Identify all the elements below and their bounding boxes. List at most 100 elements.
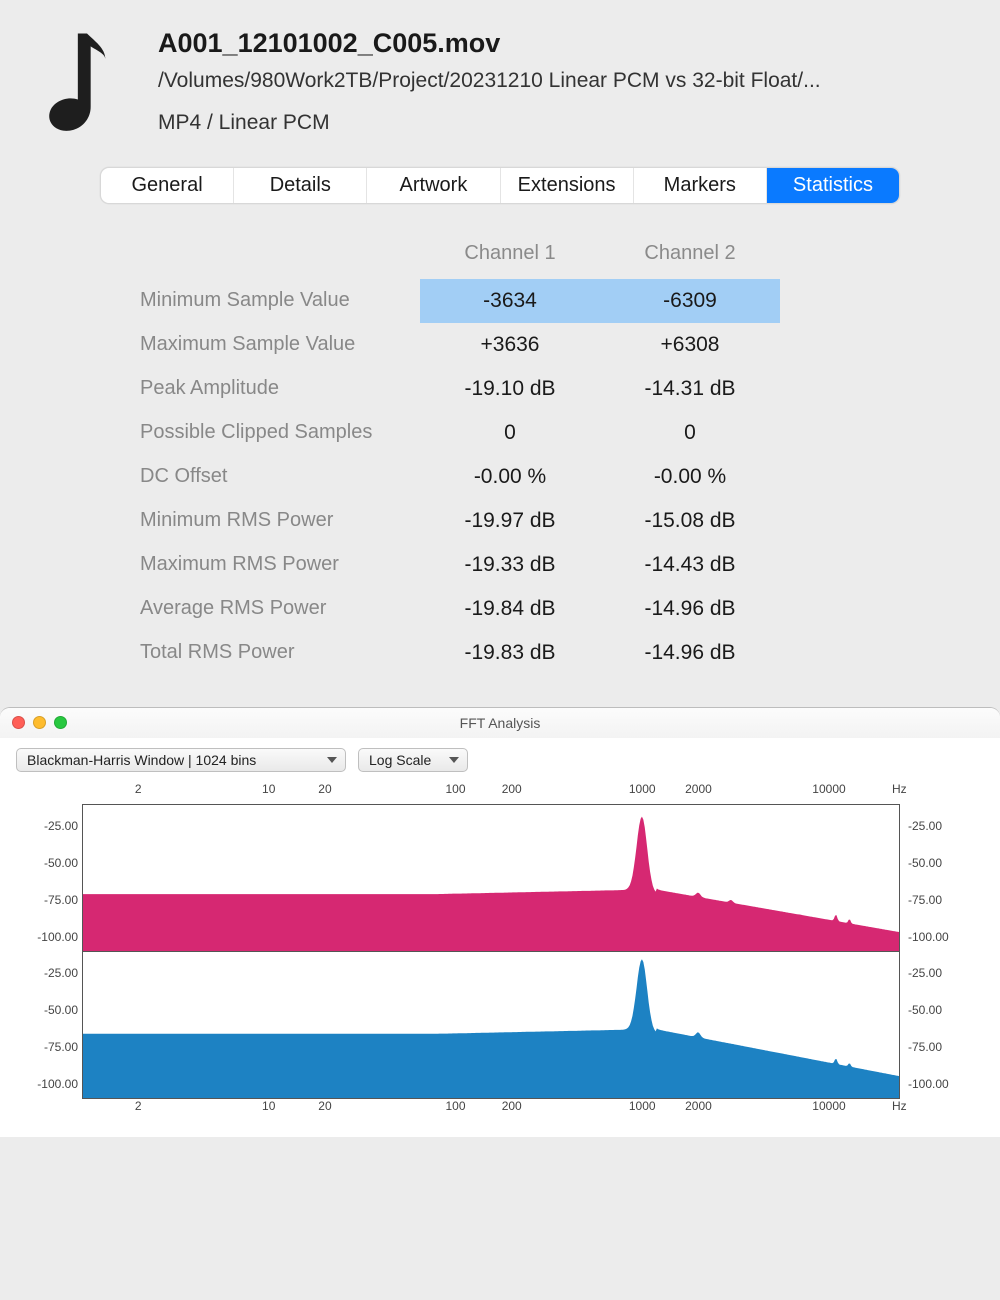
y-tick-label: -75.00 xyxy=(900,893,958,907)
y-tick-label: -50.00 xyxy=(900,1003,958,1017)
stats-row-label: DC Offset xyxy=(140,455,420,499)
stats-cell: -14.96 dB xyxy=(600,631,780,675)
y-tick-label: -50.00 xyxy=(900,856,958,870)
stats-cell: +6308 xyxy=(600,323,780,367)
music-note-icon xyxy=(28,28,138,143)
stats-row-label: Average RMS Power xyxy=(140,587,420,631)
y-tick-label: -100.00 xyxy=(900,930,958,944)
zoom-icon[interactable] xyxy=(54,716,67,729)
y-tick-label: -50.00 xyxy=(20,1003,78,1017)
stats-row-label: Minimum Sample Value xyxy=(140,279,420,323)
x-tick-label: 2000 xyxy=(685,782,712,796)
fft-scale-dropdown[interactable]: Log Scale xyxy=(358,748,468,772)
spectrum-svg xyxy=(83,805,899,951)
window-title: FFT Analysis xyxy=(0,708,1000,738)
x-tick-label: 2 xyxy=(135,782,142,796)
fft-window-dropdown-label: Blackman-Harris Window | 1024 bins xyxy=(27,752,256,768)
stats-cell: -15.08 dB xyxy=(600,499,780,543)
x-tick-label: 100 xyxy=(445,782,465,796)
fft-analysis-window: FFT Analysis Blackman-Harris Window | 10… xyxy=(0,707,1000,1137)
tab-extensions[interactable]: Extensions xyxy=(501,168,634,203)
fft-x-axis-top: 210201002001000200010000Hz xyxy=(82,782,900,804)
fft-y-axis-right: -25.00 -50.00 -75.00 -100.00 xyxy=(900,804,962,952)
fft-chart-channel-2 xyxy=(82,951,900,1099)
stats-row-label: Maximum Sample Value xyxy=(140,323,420,367)
x-tick-label: 10 xyxy=(262,1099,275,1113)
spectrum-svg xyxy=(83,952,899,1098)
tabs: GeneralDetailsArtworkExtensionsMarkersSt… xyxy=(100,167,900,204)
file-info-header: A001_12101002_C005.mov /Volumes/980Work2… xyxy=(0,0,1000,155)
stats-cell: -14.96 dB xyxy=(600,587,780,631)
y-tick-label: -25.00 xyxy=(20,819,78,833)
chevron-down-icon xyxy=(449,757,459,763)
file-title: A001_12101002_C005.mov xyxy=(158,28,980,59)
minimize-icon[interactable] xyxy=(33,716,46,729)
fft-x-axis-bottom: 210201002001000200010000Hz xyxy=(82,1099,900,1121)
stats-cell: -19.83 dB xyxy=(420,631,600,675)
x-tick-label: 2 xyxy=(135,1099,142,1113)
chevron-down-icon xyxy=(327,757,337,763)
close-icon[interactable] xyxy=(12,716,25,729)
stats-cell: +3636 xyxy=(420,323,600,367)
x-tick-label: 10000 xyxy=(812,782,845,796)
x-tick-label: 20 xyxy=(318,1099,331,1113)
fft-y-axis-right: -25.00-50.00-75.00-100.00 xyxy=(900,951,962,1099)
y-tick-label: -75.00 xyxy=(900,1040,958,1054)
stats-row-label: Maximum RMS Power xyxy=(140,543,420,587)
window-titlebar: FFT Analysis xyxy=(0,708,1000,738)
fft-y-axis-left: -25.00-50.00-75.00-100.00 xyxy=(20,951,82,1099)
file-path: /Volumes/980Work2TB/Project/20231210 Lin… xyxy=(158,69,980,93)
stats-cell: 0 xyxy=(600,411,780,455)
fft-toolbar: Blackman-Harris Window | 1024 bins Log S… xyxy=(0,738,1000,782)
stats-cell: 0 xyxy=(420,411,600,455)
x-tick-label: 10 xyxy=(262,782,275,796)
stats-cell: -19.84 dB xyxy=(420,587,600,631)
x-tick-label: 100 xyxy=(445,1099,465,1113)
stats-column-header: Channel 2 xyxy=(600,234,780,279)
statistics-panel: Channel 1Channel 2 Minimum Sample Value-3… xyxy=(0,206,1000,703)
y-tick-label: -25.00 xyxy=(900,819,958,833)
fft-chart-channel-1 xyxy=(82,804,900,952)
x-tick-label: 10000 xyxy=(812,1099,845,1113)
y-tick-label: -25.00 xyxy=(20,966,78,980)
fft-y-axis-left: -25.00 -50.00 -75.00 -100.00 xyxy=(20,804,82,952)
tabs-container: GeneralDetailsArtworkExtensionsMarkersSt… xyxy=(0,155,1000,206)
stats-cell: -19.10 dB xyxy=(420,367,600,411)
stats-corner xyxy=(140,234,420,279)
x-tick-label: 20 xyxy=(318,782,331,796)
fft-scale-dropdown-label: Log Scale xyxy=(369,752,431,768)
x-unit-label: Hz xyxy=(892,1099,907,1113)
window-traffic-lights[interactable] xyxy=(12,716,67,729)
stats-cell: -14.43 dB xyxy=(600,543,780,587)
y-tick-label: -50.00 xyxy=(20,856,78,870)
tab-statistics[interactable]: Statistics xyxy=(767,168,899,203)
x-tick-label: 1000 xyxy=(629,782,656,796)
x-unit-label: Hz xyxy=(892,782,907,796)
stats-cell: -19.33 dB xyxy=(420,543,600,587)
x-tick-label: 200 xyxy=(502,782,522,796)
stats-cell: -19.97 dB xyxy=(420,499,600,543)
x-tick-label: 1000 xyxy=(629,1099,656,1113)
stats-column-header: Channel 1 xyxy=(420,234,600,279)
tab-general[interactable]: General xyxy=(101,168,234,203)
y-tick-label: -75.00 xyxy=(20,893,78,907)
y-tick-label: -75.00 xyxy=(20,1040,78,1054)
tab-details[interactable]: Details xyxy=(234,168,367,203)
tab-markers[interactable]: Markers xyxy=(634,168,767,203)
tab-artwork[interactable]: Artwork xyxy=(367,168,500,203)
stats-cell: -0.00 % xyxy=(420,455,600,499)
fft-window-dropdown[interactable]: Blackman-Harris Window | 1024 bins xyxy=(16,748,346,772)
file-format: MP4 / Linear PCM xyxy=(158,111,980,135)
fft-channel-2-row: -25.00-50.00-75.00-100.00 -25.00-50.00-7… xyxy=(20,951,980,1099)
spectrum-area xyxy=(83,959,899,1098)
y-tick-label: -25.00 xyxy=(900,966,958,980)
stats-row-label: Minimum RMS Power xyxy=(140,499,420,543)
fft-chart-area: 210201002001000200010000Hz -25.00-50.00-… xyxy=(0,782,1000,1137)
x-tick-label: 200 xyxy=(502,1099,522,1113)
y-tick-label: -100.00 xyxy=(20,930,78,944)
spectrum-area xyxy=(83,817,899,951)
stats-row-label: Peak Amplitude xyxy=(140,367,420,411)
stats-cell: -0.00 % xyxy=(600,455,780,499)
stats-cell: -3634 xyxy=(420,279,600,323)
fft-channel-1-row: -25.00 -50.00 -75.00 -100.00 -25.00 -50.00 -7… xyxy=(20,804,980,952)
